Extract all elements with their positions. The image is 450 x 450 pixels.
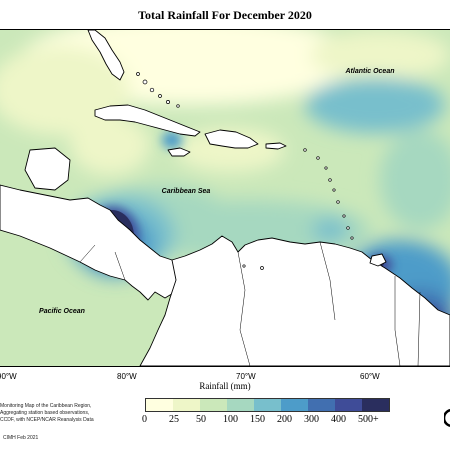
colorbar-tick-label: 100: [223, 414, 238, 425]
trinidad-land: [369, 253, 387, 267]
colorbar-swatch-2: [200, 399, 227, 411]
florida-land: [87, 30, 125, 81]
lon-tick-90w: 90°W: [0, 372, 17, 381]
colorbar-tick-label: 0: [142, 414, 147, 425]
lon-tick-80w: 80°W: [117, 372, 137, 381]
colorbar-swatch-4: [254, 399, 281, 411]
colorbar-swatch-5: [281, 399, 308, 411]
lon-tick-60w: 60°W: [360, 372, 380, 381]
puerto-rico-land: [265, 142, 287, 150]
colorbar-tick-label: 50: [196, 414, 206, 425]
colorbar-swatch-0: [146, 399, 173, 411]
south-america-land: [139, 235, 450, 366]
land: [0, 30, 450, 366]
colorbar-swatch-8: [362, 399, 389, 411]
credit: CIMH Feb 2021: [3, 435, 39, 441]
colorbar-tick-label: 200: [277, 414, 292, 425]
small-islands: [136, 72, 354, 270]
hispaniola-land: [204, 129, 259, 149]
colorbar-swatch-1: [173, 399, 200, 411]
colorbar-swatch-7: [335, 399, 362, 411]
rainfall-map: Atlantic Ocean Caribbean Sea Pacific Oce…: [0, 29, 450, 367]
colorbar-title: Rainfall (mm): [199, 381, 251, 391]
borders: [79, 241, 421, 366]
colorbar-swatch-6: [308, 399, 335, 411]
colorbar-swatch-3: [227, 399, 254, 411]
colorbar-tick-label: 300: [304, 414, 319, 425]
map-notes: Monitoring Map of the Caribbean Region, …: [0, 403, 94, 423]
jamaica-land: [167, 147, 191, 157]
label-atlantic-ocean: Atlantic Ocean: [344, 68, 394, 75]
colorbar-tick-label: 150: [250, 414, 265, 425]
yucatan-land: [24, 147, 71, 191]
colorbar-labels: 0 25 50 100 150 200 300 400 500+: [142, 414, 405, 428]
map-title: Total Rainfall For December 2020: [138, 8, 312, 22]
rainfall-map-svg: Atlantic Ocean Caribbean Sea Pacific Oce…: [0, 30, 450, 366]
cuba-land: [94, 104, 201, 137]
cimh-logo: [444, 409, 450, 427]
colorbar-tick-label: 400: [331, 414, 346, 425]
lon-tick-70w: 70°W: [236, 372, 256, 381]
colorbar: [145, 398, 390, 412]
label-pacific-ocean: Pacific Ocean: [39, 308, 85, 315]
label-caribbean-sea: Caribbean Sea: [162, 188, 211, 195]
colorbar-tick-label: 25: [169, 414, 179, 425]
colorbar-tick-label: 500+: [358, 414, 379, 425]
